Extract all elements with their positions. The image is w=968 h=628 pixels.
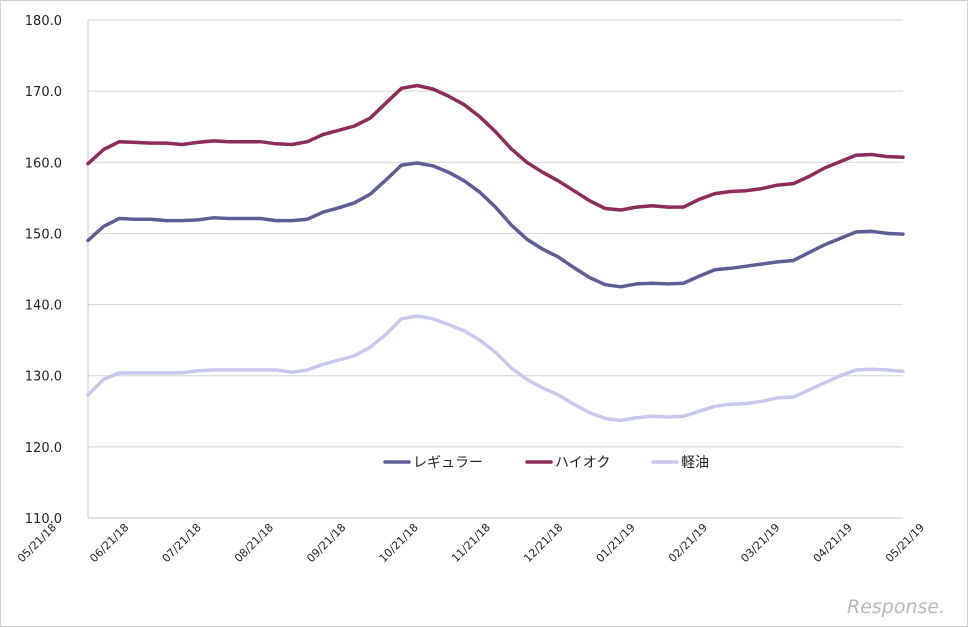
series-lines: [86, 83, 905, 423]
y-tick-label: 160.0: [25, 156, 62, 171]
x-tick-label: 05/21/18: [15, 521, 59, 565]
series-line-1: [86, 83, 905, 212]
x-tick-label: 07/21/18: [160, 521, 204, 565]
y-tick-label: 180.0: [25, 14, 62, 29]
y-tick-label: 150.0: [25, 227, 62, 242]
x-tick-label: 01/21/19: [594, 521, 638, 565]
legend-label: 軽油: [681, 455, 709, 471]
y-axis-ticks: 110.0 120.0 130.0 140.0 150.0 160.0 170.0 180.0: [25, 14, 62, 527]
x-tick-label: 05/21/19: [883, 521, 927, 565]
y-tick-label: 130.0: [25, 370, 62, 385]
legend-label: ハイオク: [555, 455, 610, 471]
legend-label: レギュラー: [413, 455, 483, 471]
x-tick-label: 12/21/18: [521, 521, 565, 565]
gridlines: [87, 19, 903, 519]
y-tick-label: 140.0: [25, 299, 62, 314]
x-tick-label: 02/21/19: [666, 521, 710, 565]
series-line-2: [86, 314, 905, 423]
x-tick-label: 06/21/18: [87, 521, 131, 565]
series-line-0: [86, 161, 905, 289]
watermark-text: Response.: [847, 596, 945, 618]
x-tick-label: 11/21/18: [449, 521, 493, 565]
x-tick-label: 04/21/19: [811, 521, 855, 565]
x-tick-label: 08/21/18: [232, 521, 276, 565]
x-tick-label: 10/21/18: [377, 521, 421, 565]
y-tick-label: 170.0: [25, 85, 62, 100]
x-axis-ticks: 05/21/18 06/21/18 07/21/18 08/21/18 09/21/18…: [15, 521, 927, 565]
watermark-logo: Response.: [847, 596, 945, 618]
legend: レギュラー ハイオク 軽油: [383, 455, 709, 471]
x-tick-label: 03/21/19: [738, 521, 782, 565]
y-tick-label: 110.0: [25, 512, 62, 527]
x-tick-label: 09/21/18: [304, 521, 348, 565]
y-tick-label: 120.0: [25, 441, 62, 456]
